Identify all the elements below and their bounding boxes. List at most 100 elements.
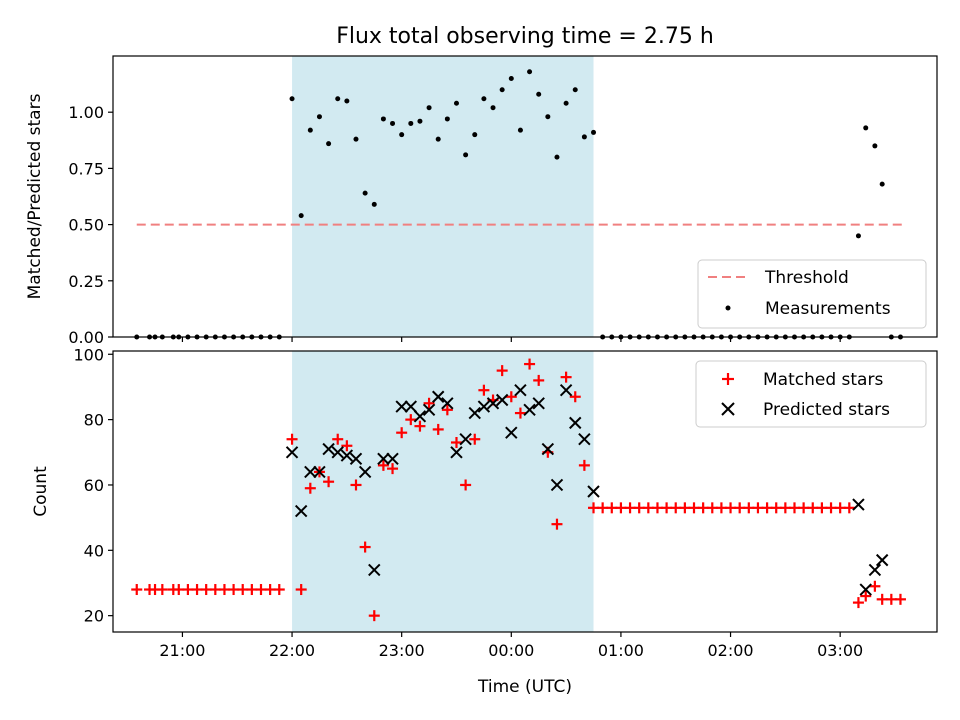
predicted-star-point [304,465,317,479]
matched-star-point [894,593,906,605]
matched-star-point [414,420,426,432]
matched-star-point [423,397,435,409]
legend-predicted-swatch [721,402,735,416]
matched-star-point [273,584,285,596]
measurement-point [536,91,542,97]
measurement-point [463,152,469,158]
predicted-star-point [578,433,591,446]
matched-star-point [359,541,371,553]
predicted-star-point [852,498,865,511]
ratio-y-tick-label: 0.25 [68,272,104,291]
x-tick-label: 01:00 [598,641,644,660]
predicted-star-point [477,400,491,413]
matched-star-point [323,476,335,488]
predicted-star-point [294,504,308,518]
matched-star-point [332,433,344,445]
predicted-star-point [377,452,390,466]
ratio-y-tick-label: 0.50 [68,216,104,235]
x-tick-label: 21:00 [159,641,205,660]
measurement-point [545,114,551,120]
measurement-point [554,154,560,160]
measurement-point [335,96,341,102]
measurement-point [453,100,459,106]
measurement-point [872,143,878,149]
legend-matched-swatch [722,373,734,385]
measurement-point [326,141,332,147]
predicted-star-point [468,406,481,420]
legend-measurements-swatch [725,305,731,311]
predicted-star-point [569,416,582,430]
count-legend-box [695,360,927,428]
predicted-star-point [505,426,518,439]
measurement-point [863,125,869,131]
predicted-star-point [313,465,326,479]
ratio-legend-box [697,259,927,329]
measurement-point [426,105,432,111]
chart-title: Flux total observing time = 2.75 h [336,24,714,49]
matched-star-point [578,459,590,471]
measurement-point [527,69,533,75]
predicted-star-point [340,449,354,462]
measurement-point [591,129,597,135]
predicted-star-point [386,452,399,466]
count-y-tick-label: 40 [84,541,104,560]
measurement-point [316,114,322,120]
predicted-star-point [349,452,363,466]
matched-star-point [368,610,380,622]
measurement-point [508,75,514,81]
predicted-star-point [331,446,344,459]
matched-star-point [478,384,490,396]
predicted-star-point [459,433,472,446]
measurement-point [417,118,423,124]
matched-star-point [524,358,536,370]
measurement-point [380,116,386,122]
x-tick-label: 02:00 [707,641,753,660]
matched-star-point [569,391,581,403]
ratio-y-tick-label: 1.00 [68,103,104,122]
matched-star-point [295,584,307,596]
predicted-star-point [859,583,872,596]
predicted-star-point [322,442,335,456]
measurement-point [581,134,587,140]
predicted-star-point [514,384,527,397]
matched-star-point [560,371,572,383]
legend-matched-label: Matched stars [763,370,883,390]
measurement-point [298,213,304,219]
ratio-y-tick-label: 0.00 [68,328,104,347]
predicted-star-point [532,397,545,410]
matched-star-point [496,365,508,377]
ratio-legend: Threshold Measurements [697,259,927,329]
count-panel-frame [112,350,938,633]
ratio-panel-frame [112,55,938,338]
count-legend: Matched stars Predicted stars [695,360,927,428]
matched-star-point [533,374,545,386]
predicted-star-point [559,384,573,397]
measurement-point [371,201,377,207]
matched-star-point [441,404,453,416]
measurement-point [353,136,359,142]
ratio-y-tick-label: 0.75 [68,159,104,178]
count-y-tick-label: 100 [73,345,104,364]
measurement-point [399,132,405,138]
count-y-tick-label: 60 [84,476,104,495]
matched-star-point [405,414,417,426]
matched-star-point [860,590,872,602]
matched-star-point [469,433,481,445]
matched-star-point [460,479,472,491]
count-panel: 20 40 60 80 100 21:00 22:00 23:00 00:00 01:00 02:… [31,345,938,697]
legend-predicted-label: Predicted stars [763,400,890,420]
predicted-star-point [404,400,418,413]
predicted-star-point [422,403,436,417]
count-y-tick-label: 80 [84,411,104,430]
matched-star-point [843,502,855,514]
predicted-star-point [550,478,564,492]
measurement-point [390,120,396,126]
predicted-star-point [368,563,381,577]
ratio-panel: 0.00 0.25 0.50 0.75 1.00 Matched/Predicted s… [25,55,938,347]
measurement-point [855,233,861,239]
matched-star-point [505,391,517,403]
predicted-star-point [285,446,299,459]
legend-measurements-label: Measurements [765,299,891,319]
count-y-tick-label: 20 [84,607,104,626]
predicted-star-point [495,393,509,407]
